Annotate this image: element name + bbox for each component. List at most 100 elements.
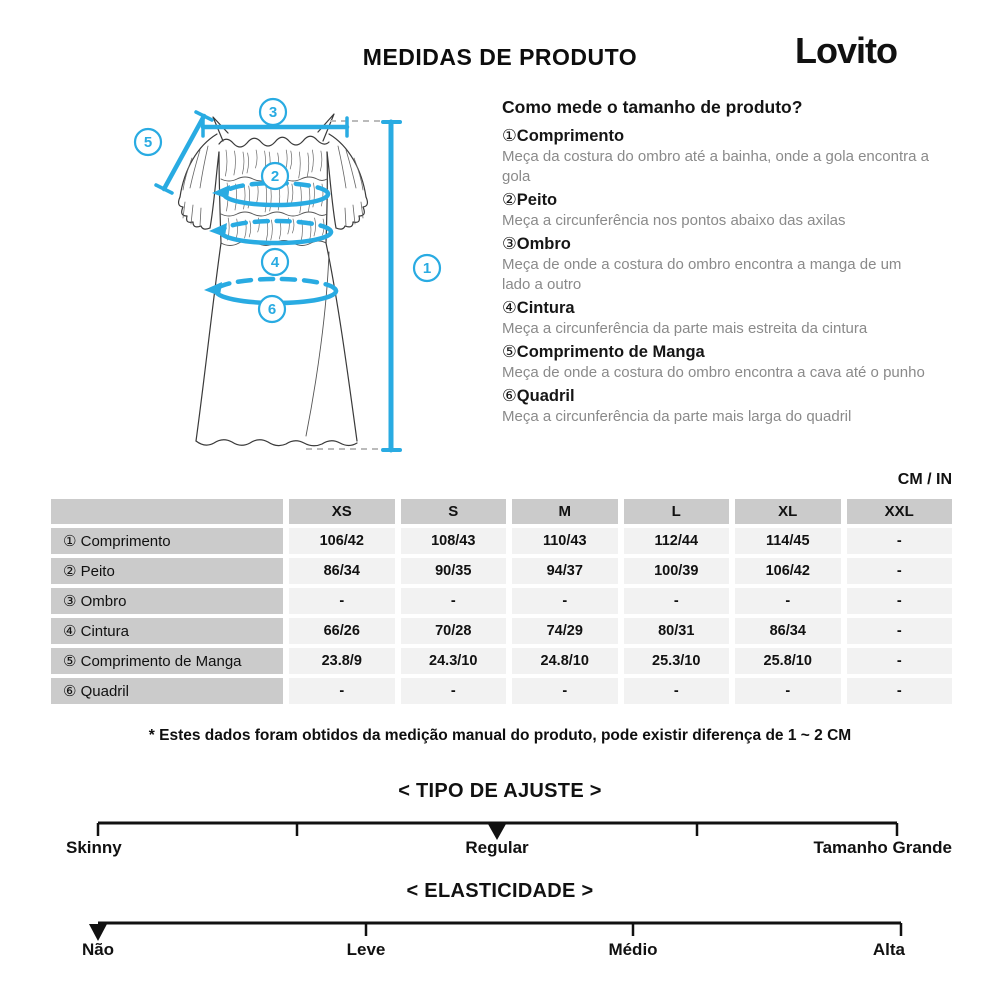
- instruction-item: ①Comprimento Meça da costura do ombro até…: [502, 125, 932, 187]
- size-value-cell: -: [846, 618, 952, 644]
- instruction-number: ④: [502, 299, 517, 317]
- size-value-cell: -: [512, 588, 618, 614]
- svg-text:3: 3: [269, 104, 277, 121]
- fit-type-scale: < TIPO DE AJUSTE > Skinny Regular Tamanh…: [0, 780, 1000, 876]
- instruction-number: ⑤: [502, 343, 517, 361]
- svg-text:5: 5: [144, 134, 152, 151]
- size-column-header: M: [512, 499, 618, 524]
- instruction-number: ②: [502, 191, 517, 209]
- size-column-header: XXL: [846, 499, 952, 524]
- measurement-annotations: [154, 110, 402, 453]
- page-title: MEDIDAS DE PRODUTO: [362, 44, 638, 70]
- svg-text:6: 6: [268, 301, 276, 318]
- lovito-logo: Lovito: [795, 30, 898, 71]
- measurement-row-label: ② Peito: [51, 558, 283, 584]
- elasticity-marker: [89, 924, 107, 941]
- size-value-cell: -: [846, 678, 952, 704]
- instruction-item: ③Ombro Meça de onde a costura do ombro en…: [502, 233, 932, 295]
- size-value-cell: -: [735, 678, 841, 704]
- size-value-cell: 94/37: [512, 558, 618, 584]
- size-value-cell: 114/45: [735, 528, 841, 554]
- fit-label-tamanho-grande: Tamanho Grande: [813, 838, 952, 857]
- elasticity-label-medio: Médio: [608, 940, 658, 959]
- size-value-cell: 74/29: [512, 618, 618, 644]
- dress-sketch: [177, 113, 369, 447]
- size-value-cell: -: [400, 678, 506, 704]
- size-column-header: XS: [289, 499, 395, 524]
- size-value-cell: -: [846, 588, 952, 614]
- instruction-number: ⑥: [502, 387, 517, 405]
- size-table: XS S M L XL XXL ① Comprimento 106/42 108/43 110/4…: [51, 499, 952, 704]
- instruction-description: Meça da costura do ombro até a bainha, o…: [502, 148, 929, 185]
- fit-type-marker: [488, 824, 506, 840]
- instruction-item: ⑥Quadril Meça a circunferência da parte m…: [502, 385, 932, 427]
- instruction-item: ④Cintura Meça a circunferência da parte m…: [502, 297, 932, 339]
- svg-text:2: 2: [271, 168, 279, 185]
- elasticity-axis: [89, 921, 903, 941]
- size-value-cell: 110/43: [512, 528, 618, 554]
- size-value-cell: -: [846, 648, 952, 674]
- measurement-row-label: ① Comprimento: [51, 528, 283, 554]
- sleeve-measure-line: [161, 113, 207, 192]
- size-value-cell: 106/42: [289, 528, 395, 554]
- size-value-cell: 25.3/10: [623, 648, 729, 674]
- marker-4: 4: [260, 247, 290, 277]
- size-value-cell: 66/26: [289, 618, 395, 644]
- size-value-cell: -: [512, 678, 618, 704]
- instructions-heading: Como mede o tamanho de produto?: [502, 97, 803, 117]
- instruction-number: ①: [502, 127, 517, 145]
- size-value-cell: 100/39: [623, 558, 729, 584]
- instruction-item: ⑤Comprimento de Manga Meça de onde a cost…: [502, 341, 932, 383]
- size-value-cell: -: [400, 588, 506, 614]
- instruction-description: Meça a circunferência da parte mais larg…: [502, 408, 852, 425]
- size-value-cell: -: [735, 588, 841, 614]
- measure-instructions: Como mede o tamanho de produto? ①Comprim…: [502, 97, 932, 429]
- instruction-title: ②Peito: [502, 191, 558, 209]
- size-column-header: XL: [735, 499, 841, 524]
- size-value-cell: 112/44: [623, 528, 729, 554]
- size-value-cell: 80/31: [623, 618, 729, 644]
- fit-label-regular: Regular: [465, 838, 529, 857]
- marker-5: 5: [133, 127, 163, 157]
- size-value-cell: 23.8/9: [289, 648, 395, 674]
- measurement-row-label: ④ Cintura: [51, 618, 283, 644]
- elasticity-label-nao: Não: [81, 940, 115, 959]
- instruction-title: ①Comprimento: [502, 127, 625, 145]
- svg-text:1: 1: [423, 260, 431, 277]
- size-value-cell: -: [846, 558, 952, 584]
- instruction-description: Meça de onde a costura do ombro encontra…: [502, 256, 902, 293]
- marker-1: 1: [412, 253, 442, 283]
- instructions-list: ①Comprimento Meça da costura do ombro até…: [502, 125, 932, 427]
- instruction-description: Meça de onde a costura do ombro encontra…: [502, 364, 925, 381]
- dress-measurement-diagram: 3 5 2 4 6 1: [133, 97, 442, 453]
- size-value-cell: 70/28: [400, 618, 506, 644]
- measurement-disclaimer: * Estes dados foram obtidos da medição m…: [148, 727, 852, 744]
- reference-dashed-lines: [306, 120, 383, 450]
- measurement-row-label: ⑥ Quadril: [51, 678, 283, 704]
- instruction-description: Meça a circunferência nos pontos abaixo …: [502, 212, 846, 229]
- size-value-cell: 24.3/10: [400, 648, 506, 674]
- marker-6: 6: [257, 294, 287, 324]
- size-value-cell: -: [623, 678, 729, 704]
- instruction-title: ④Cintura: [502, 299, 575, 317]
- instruction-title: ③Ombro: [502, 235, 571, 253]
- fit-type-title: < TIPO DE AJUSTE >: [398, 780, 602, 802]
- fit-label-skinny: Skinny: [66, 838, 122, 857]
- elasticity-title: < ELASTICIDADE >: [406, 880, 594, 902]
- diagram-number-markers: 3 5 2 4 6 1: [133, 97, 442, 324]
- elasticity-scale: < ELASTICIDADE > Não Leve Médio Alta: [0, 880, 1000, 976]
- instruction-item: ②Peito Meça a circunferência nos pontos a…: [502, 189, 932, 231]
- instruction-number: ③: [502, 235, 517, 253]
- size-value-cell: 25.8/10: [735, 648, 841, 674]
- table-corner-cell: [51, 499, 283, 524]
- size-value-cell: 86/34: [735, 618, 841, 644]
- instruction-description: Meça a circunferência da parte mais estr…: [502, 320, 868, 337]
- instruction-title: ⑤Comprimento de Manga: [502, 343, 705, 361]
- size-value-cell: 106/42: [735, 558, 841, 584]
- size-column-header: S: [400, 499, 506, 524]
- size-value-cell: 90/35: [400, 558, 506, 584]
- size-value-cell: -: [846, 528, 952, 554]
- size-value-cell: 24.8/10: [512, 648, 618, 674]
- size-value-cell: 108/43: [400, 528, 506, 554]
